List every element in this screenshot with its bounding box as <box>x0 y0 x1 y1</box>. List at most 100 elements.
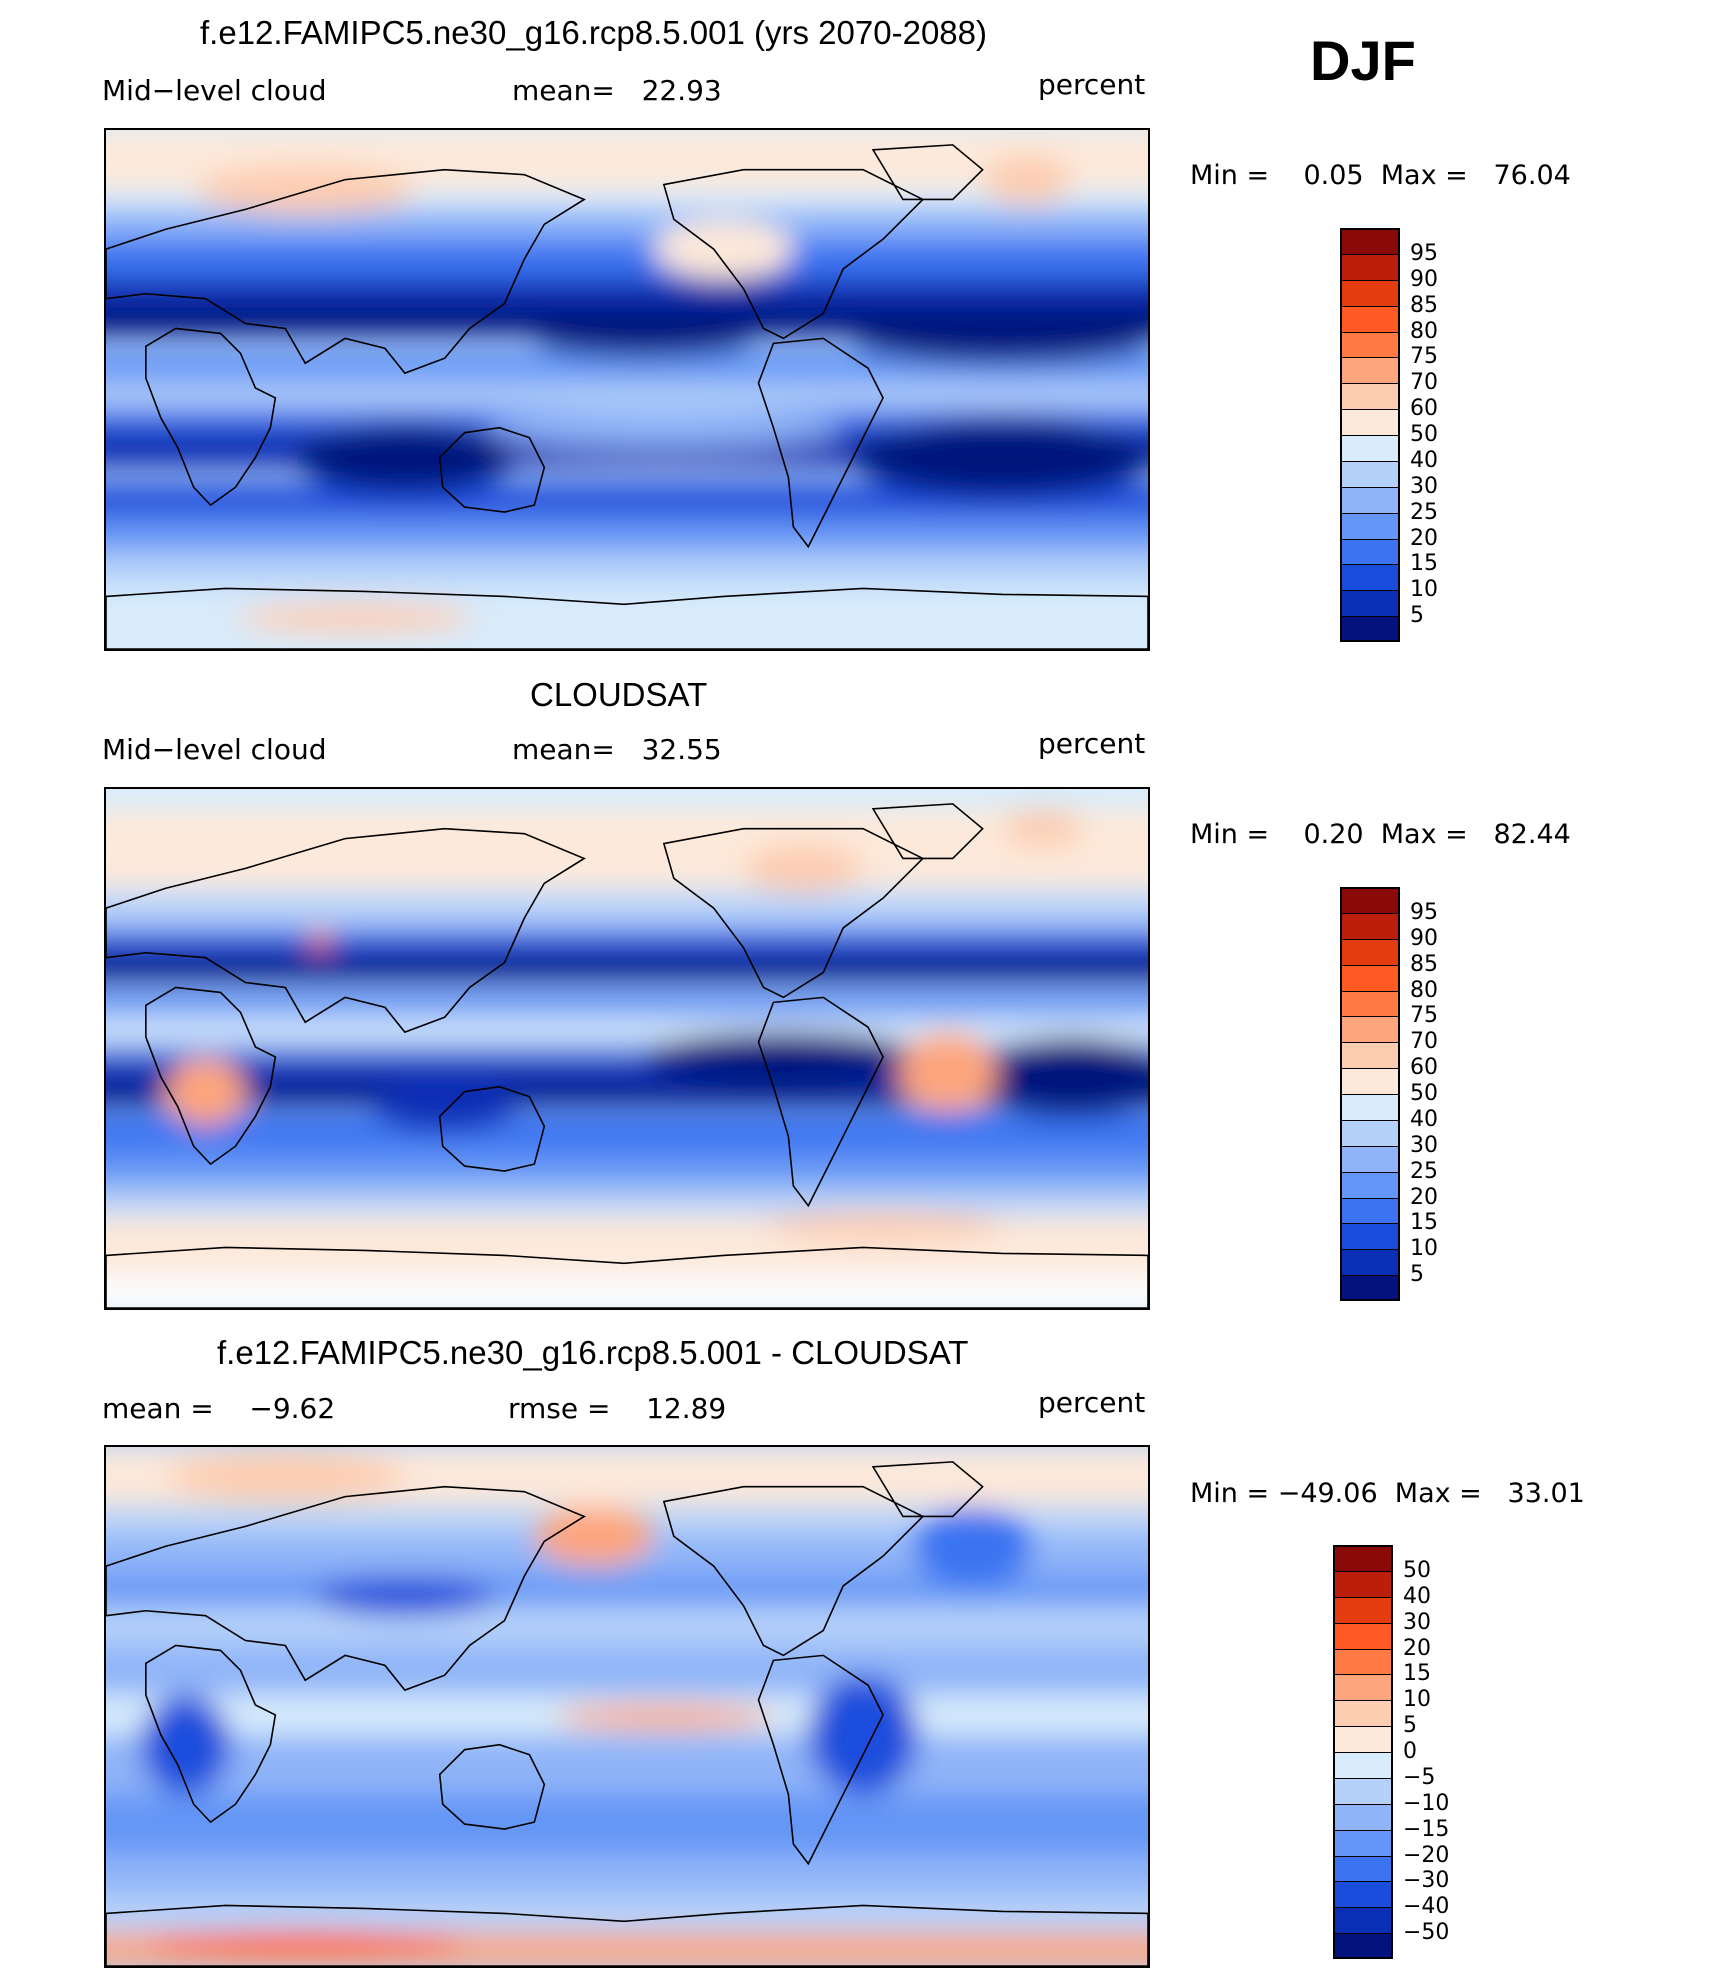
colorbar-swatch <box>1333 1648 1393 1675</box>
contour-band <box>106 962 1148 983</box>
colorbar-tick-label: 30 <box>1410 1132 1438 1158</box>
panel-3-mean-label: mean = −9.62 <box>102 1392 336 1425</box>
contour-blob <box>235 603 475 634</box>
colorbar-tick-label: 40 <box>1410 447 1438 473</box>
colorbar-swatch <box>1340 1197 1400 1224</box>
panel-3-map <box>104 1445 1150 1968</box>
colorbar-tick-label: 10 <box>1403 1687 1431 1713</box>
colorbar-swatch <box>1333 1855 1393 1882</box>
panel-3-colorbar: 50 40 30 20 15 10 5 0 −5 −10 −15 −20 −30 −40 −50 <box>1333 1545 1449 1959</box>
panel-1-colorbar: 95 90 85 80 75 70 60 50 40 30 25 20 15 10 5 <box>1340 228 1438 642</box>
coastline <box>871 1461 984 1518</box>
cloud-field <box>106 808 1148 1308</box>
contour-band <box>106 1645 1148 1696</box>
panel-3-minmax: Min = −49.06 Max = 33.01 <box>1190 1478 1585 1509</box>
contour-band <box>106 551 1148 587</box>
contour-blob <box>853 313 1148 364</box>
panel-2-field-label: Mid−level cloud <box>102 733 327 766</box>
colorbar-tick-label: −50 <box>1403 1920 1450 1946</box>
colorbar-tick-label: 70 <box>1410 370 1438 396</box>
colorbar-tick-label: 60 <box>1410 1055 1438 1081</box>
contour-blob <box>982 154 1073 205</box>
colorbar-tick-label: 30 <box>1410 473 1438 499</box>
coastline <box>145 327 277 507</box>
coastline <box>757 337 884 549</box>
contour-band <box>106 1185 1148 1216</box>
coastline <box>438 1743 546 1830</box>
colorbar-swatch <box>1340 964 1400 991</box>
colorbar-swatch <box>1340 990 1400 1017</box>
colorbar-swatch <box>1340 1119 1400 1146</box>
coastline <box>145 986 277 1166</box>
colorbar-swatch <box>1340 512 1400 539</box>
panel-2-title: CLOUDSAT <box>530 676 708 713</box>
contour-blob <box>534 320 754 357</box>
colorbar-tick-label: 80 <box>1410 318 1438 344</box>
colorbar-swatch <box>1333 1700 1393 1727</box>
contour-blob <box>145 1931 465 1956</box>
panel-2-mean-label: mean= 32.55 <box>512 733 722 766</box>
panel-1-mean-label: mean= 22.93 <box>512 74 722 107</box>
contour-band <box>106 1853 1148 1894</box>
colorbar-swatch <box>1333 1752 1393 1778</box>
coastline <box>106 1904 1148 1966</box>
season-label: DJF <box>1310 29 1416 92</box>
contour-band <box>106 1151 1148 1191</box>
colorbar-swatch <box>1333 1881 1393 1908</box>
coastlines <box>106 1461 1148 1966</box>
contour-band <box>106 1734 1148 1795</box>
panel-1-map <box>104 128 1150 651</box>
colorbar-swatch <box>1333 1545 1393 1571</box>
colorbar-tick-label: 85 <box>1410 292 1438 318</box>
colorbar-tick-label: −20 <box>1403 1842 1450 1868</box>
contour-blob <box>853 417 1148 498</box>
colorbar-frame <box>1340 228 1400 642</box>
colorbar-tick-label: 80 <box>1410 977 1438 1003</box>
contour-band <box>106 1017 1148 1043</box>
colorbar-tick-label: 95 <box>1410 240 1438 266</box>
colorbar-swatch <box>1340 538 1400 565</box>
colorbar-tick-label: 15 <box>1410 1210 1438 1236</box>
coastline <box>757 1654 884 1866</box>
colorbar-tick-label: 95 <box>1410 899 1438 925</box>
panel-2-colorbar: 95 90 85 80 75 70 60 50 40 30 25 20 15 10 5 <box>1340 887 1438 1301</box>
contour-blob <box>897 1032 998 1112</box>
contour-blob <box>484 407 844 448</box>
contour-band <box>106 1605 1148 1646</box>
colorbar-tick-label: 90 <box>1410 925 1438 951</box>
contour-blob <box>315 1576 495 1616</box>
colorbar-tick-label: 15 <box>1410 551 1438 577</box>
colorbar-tick-label: 90 <box>1410 266 1438 292</box>
colorbar-swatch <box>1340 253 1400 280</box>
coastline <box>145 1644 277 1824</box>
panel-2-minmax: Min = 0.20 Max = 82.44 <box>1190 819 1571 850</box>
contour-blob <box>165 1056 246 1127</box>
colorbar-swatch <box>1340 357 1400 384</box>
colorbar-swatch <box>1340 1042 1400 1069</box>
colorbar-swatch <box>1340 1223 1400 1250</box>
colorbar-tick-label: −40 <box>1403 1894 1450 1920</box>
coastline <box>871 144 984 201</box>
coastlines <box>106 803 1148 1308</box>
contour-blob <box>295 422 515 493</box>
colorbar-swatch <box>1340 564 1400 591</box>
colorbar-swatch <box>1333 1726 1393 1752</box>
colorbar-frame <box>1333 1545 1393 1959</box>
coastline <box>871 803 984 860</box>
contour-blob <box>308 929 333 950</box>
contour-band <box>106 1086 1148 1107</box>
colorbar-swatch <box>1340 1068 1400 1094</box>
contour-blob <box>912 1506 1033 1586</box>
colorbar-tick-label: 10 <box>1410 1236 1438 1262</box>
colorbar-tick-label: −5 <box>1403 1764 1436 1790</box>
contour-band <box>106 987 1148 1018</box>
coastline <box>662 1485 925 1657</box>
map-canvas <box>106 130 1148 649</box>
colorbar-tick-label: 15 <box>1403 1661 1431 1687</box>
contour-blob <box>165 1451 405 1502</box>
panel-3-units-label: percent <box>1038 1386 1146 1419</box>
colorbar-swatch <box>1333 1570 1393 1597</box>
contour-band <box>106 1893 1148 1934</box>
contour-band <box>106 808 1148 889</box>
colorbar-tick-label: 0 <box>1403 1739 1417 1764</box>
